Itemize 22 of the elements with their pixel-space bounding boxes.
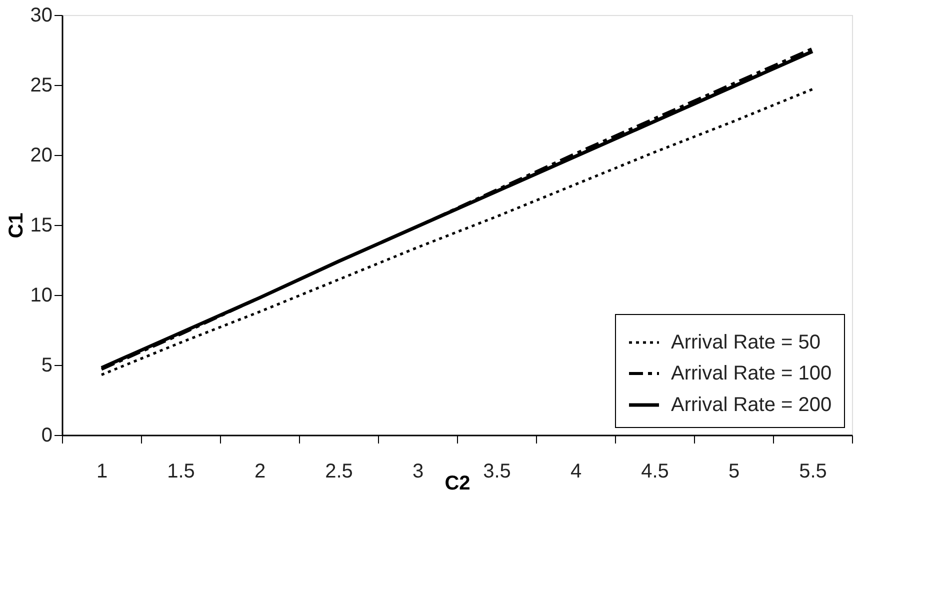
x-tick-label: 5 <box>728 460 740 482</box>
x-tick-label: 1 <box>96 460 108 482</box>
legend-label: Arrival Rate = 200 <box>671 394 832 416</box>
x-tick-label: 5.5 <box>799 460 827 482</box>
y-tick-label: 20 <box>30 144 52 166</box>
legend-label: Arrival Rate = 50 <box>671 332 821 354</box>
y-axis-title: C1 <box>5 212 28 238</box>
x-tick-label: 1.5 <box>167 460 195 482</box>
y-tick-label: 5 <box>41 354 52 376</box>
x-tick-label: 4 <box>570 460 582 482</box>
x-tick-label: 2 <box>254 460 266 482</box>
y-tick-label: 25 <box>30 74 52 96</box>
x-tick-label: 2.5 <box>325 460 353 482</box>
legend-label: Arrival Rate = 100 <box>671 362 832 384</box>
y-tick-label: 30 <box>30 4 52 26</box>
y-tick-label: 10 <box>30 284 52 306</box>
x-tick-label: 3.5 <box>483 460 511 482</box>
x-tick-label: 4.5 <box>641 460 669 482</box>
x-tick-label: 3 <box>412 460 424 482</box>
y-tick-label: 0 <box>41 424 52 446</box>
x-axis-title: C2 <box>444 472 470 494</box>
y-tick-label: 15 <box>30 214 52 236</box>
